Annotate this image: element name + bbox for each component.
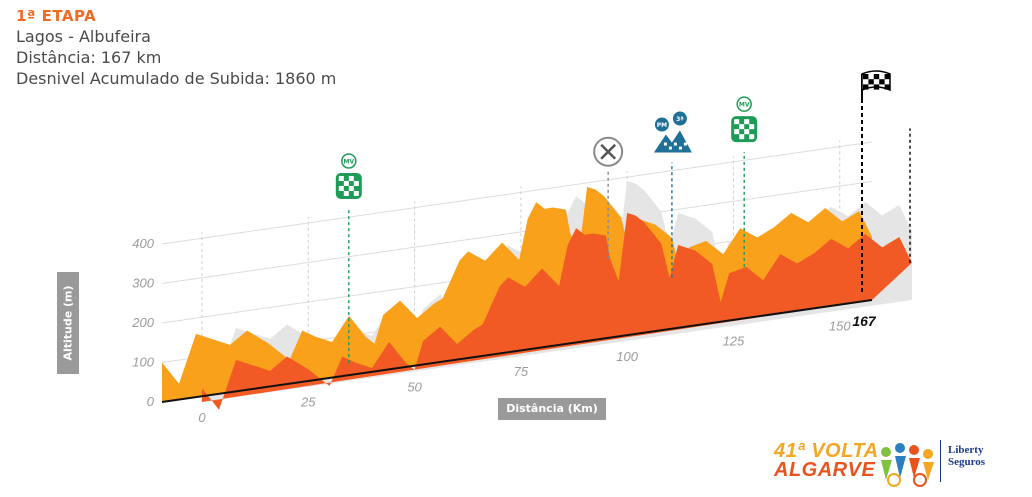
marker-meta xyxy=(861,70,911,292)
checker-square xyxy=(739,124,745,130)
profile-front xyxy=(202,212,912,410)
checker-square xyxy=(353,190,359,196)
checker-square xyxy=(744,129,750,135)
flag-check xyxy=(873,74,880,80)
x-axis-line xyxy=(161,299,873,403)
sprint-badge-label: MV xyxy=(343,158,354,165)
y-tick-label: 200 xyxy=(131,315,154,330)
sponsor-line1: Liberty xyxy=(948,444,984,456)
y-tick-label: 100 xyxy=(132,355,154,370)
kom-category-label: 3ª xyxy=(676,116,684,123)
kom-category-icon xyxy=(672,111,687,126)
ticks-layer: 100 200 300 400 0 0 25 50 75 100 125 150 167 xyxy=(131,236,877,425)
climb-text: Desnivel Acumulado de Subida: 1860 m xyxy=(16,69,337,88)
sponsor-logo: Liberty Seguros xyxy=(948,444,985,468)
y-axis-label: Altitude (m) xyxy=(61,285,75,361)
x-end-label: 167 xyxy=(852,313,877,329)
mountain-check xyxy=(663,142,667,146)
sponsor-divider xyxy=(940,440,941,482)
x-tick-label: 0 xyxy=(198,410,206,425)
flag-check xyxy=(884,84,890,90)
mountain-icon xyxy=(653,130,692,153)
checker-square xyxy=(343,180,349,186)
flag-check xyxy=(884,74,890,80)
checker-square xyxy=(734,129,740,135)
checker-square xyxy=(744,119,750,125)
checker-square xyxy=(739,134,745,140)
x-tick-label: 50 xyxy=(407,379,422,394)
checker-square xyxy=(734,119,740,125)
sprint-badge-icon xyxy=(736,96,752,112)
checker-square xyxy=(348,185,354,191)
marker-layer: MV PM 3ª MV xyxy=(335,70,911,364)
stage-title: 1ª ETAPA xyxy=(16,7,97,25)
profile-front-layer xyxy=(202,212,912,410)
grid-line-h xyxy=(161,181,873,284)
y-tick-label: 0 xyxy=(147,394,155,409)
kom-badge-label: PM xyxy=(657,122,667,129)
x-tick-label: 150 xyxy=(829,318,851,333)
x-tick-label: 25 xyxy=(300,395,316,410)
axis-layer xyxy=(161,299,873,403)
grid-line-h xyxy=(161,141,873,245)
flag-check xyxy=(863,84,869,90)
checker-square xyxy=(353,180,359,186)
mountain-check xyxy=(683,142,687,146)
mountain-check xyxy=(673,142,677,146)
logo-edition-text: 41ª VOLTA xyxy=(774,440,879,462)
flag-check xyxy=(879,79,885,85)
checker-square xyxy=(338,175,344,181)
checker-square xyxy=(338,185,344,191)
mountain-check xyxy=(668,146,672,150)
x-tick-label: 125 xyxy=(723,334,745,349)
kom-badge-icon xyxy=(654,117,669,132)
x-tick-label: 75 xyxy=(514,364,529,379)
mountain-check xyxy=(678,146,682,150)
checker-square xyxy=(348,175,354,181)
spoon-icon xyxy=(600,143,617,160)
flag-check xyxy=(863,74,869,80)
marker-premio-montanha: PM 3ª xyxy=(653,111,692,278)
checker-square xyxy=(749,134,755,140)
logo-name-text: ALGARVE xyxy=(774,459,876,481)
sponsor-line2: Seguros xyxy=(948,456,986,468)
route-text: Lagos - Albufeira xyxy=(16,27,151,46)
checker-square xyxy=(749,124,755,130)
marker-abastecimento xyxy=(593,136,624,259)
y-axis-label-box: Altitude (m) xyxy=(57,272,79,374)
y-tick-label: 300 xyxy=(132,276,154,291)
y-tick-label: 400 xyxy=(132,236,154,251)
marker-meta-volante: MV xyxy=(335,153,362,364)
sprint-badge-icon xyxy=(341,153,357,169)
checker-square xyxy=(343,190,349,196)
sprint-badge-label: MV xyxy=(739,102,750,109)
cyclists-icon xyxy=(881,443,934,487)
marker-meta-volante: MV xyxy=(731,96,758,267)
distance-text: Distância: 167 km xyxy=(16,48,162,67)
x-axis-label: Distância (Km) xyxy=(498,398,606,420)
stage-header: 1ª ETAPA Lagos - Albufeira Distância: 16… xyxy=(16,6,336,89)
flag-check xyxy=(873,84,880,90)
flag-check xyxy=(868,79,874,85)
volta-algarve-logo: 41ª VOLTA ALGARVE Liberty Seguros xyxy=(768,436,1028,492)
x-tick-label: 100 xyxy=(616,349,638,364)
